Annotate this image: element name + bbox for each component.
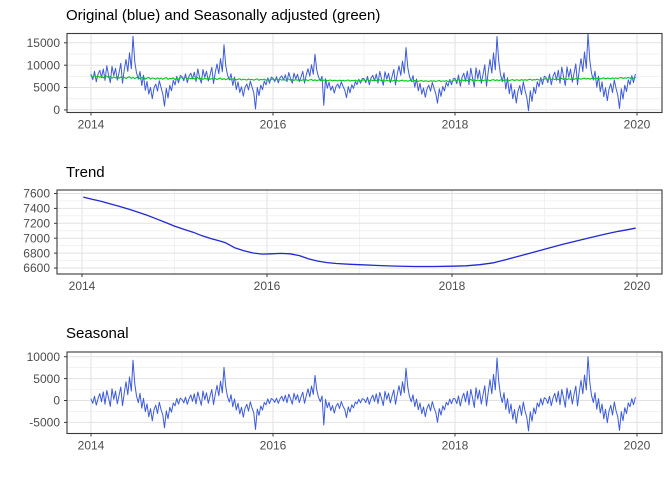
x-tick-label: 2018: [442, 439, 469, 453]
grid-minor: [67, 33, 662, 113]
panel-border: [66, 32, 663, 114]
grid-minor: [67, 352, 662, 434]
x-tick-label: 2016: [254, 279, 281, 293]
y-tick-label: 6800: [23, 246, 50, 260]
panel-border: [56, 189, 663, 275]
y-tick-label: 0: [53, 394, 60, 408]
y-tick-label: 7000: [23, 231, 50, 245]
series-line-seasonally-adjusted: [90, 75, 636, 83]
grid-major: [67, 352, 662, 434]
chart-title-trend: Trend: [66, 164, 105, 181]
x-tick-label: 2014: [78, 118, 105, 132]
series-line-seasonal-component: [90, 356, 636, 432]
y-tick-label: 5000: [33, 372, 60, 386]
original-and-adjusted-panel: 2014 2016 2018 2020 0 5000 10000 15000: [27, 32, 663, 132]
x-tick-label: 2018: [439, 279, 466, 293]
grid-major: [67, 33, 662, 113]
panel-border: [66, 351, 663, 435]
x-tick-label: 2016: [260, 118, 287, 132]
chart-title-original-and-adjusted: Original (blue) and Seasonally adjusted …: [66, 7, 381, 24]
y-tick-label: -5000: [29, 416, 60, 430]
y-tick-label: 7600: [23, 187, 50, 201]
x-tick-label: 2020: [624, 439, 651, 453]
x-tick-label: 2014: [69, 279, 96, 293]
x-tick-label: 2020: [624, 279, 651, 293]
series-line-trend: [83, 196, 636, 268]
y-tick-label: 7200: [23, 217, 50, 231]
x-tick-label: 2020: [624, 118, 651, 132]
x-tick-label: 2014: [78, 439, 105, 453]
seasonal-panel: 2014 2016 2018 2020 -5000 0 5000 10000: [27, 350, 663, 453]
y-tick-label: 15000: [27, 36, 61, 50]
grid-minor: [57, 190, 662, 274]
series-line-original: [90, 33, 636, 112]
axis-ticks-and-labels: 2014 2016 2018 2020 -5000 0 5000 10000: [27, 350, 651, 453]
y-tick-label: 7400: [23, 202, 50, 216]
grid-major: [57, 190, 662, 274]
y-tick-label: 0: [53, 103, 60, 117]
chart-title-seasonal: Seasonal: [66, 325, 129, 342]
y-tick-label: 10000: [27, 350, 61, 364]
y-tick-label: 5000: [33, 81, 60, 95]
x-tick-label: 2016: [260, 439, 287, 453]
y-tick-label: 6600: [23, 261, 50, 275]
axis-ticks-and-labels: 2014 2016 2018 2020 0 5000 10000 15000: [27, 36, 651, 132]
x-tick-label: 2018: [442, 118, 469, 132]
y-tick-label: 10000: [27, 58, 61, 72]
